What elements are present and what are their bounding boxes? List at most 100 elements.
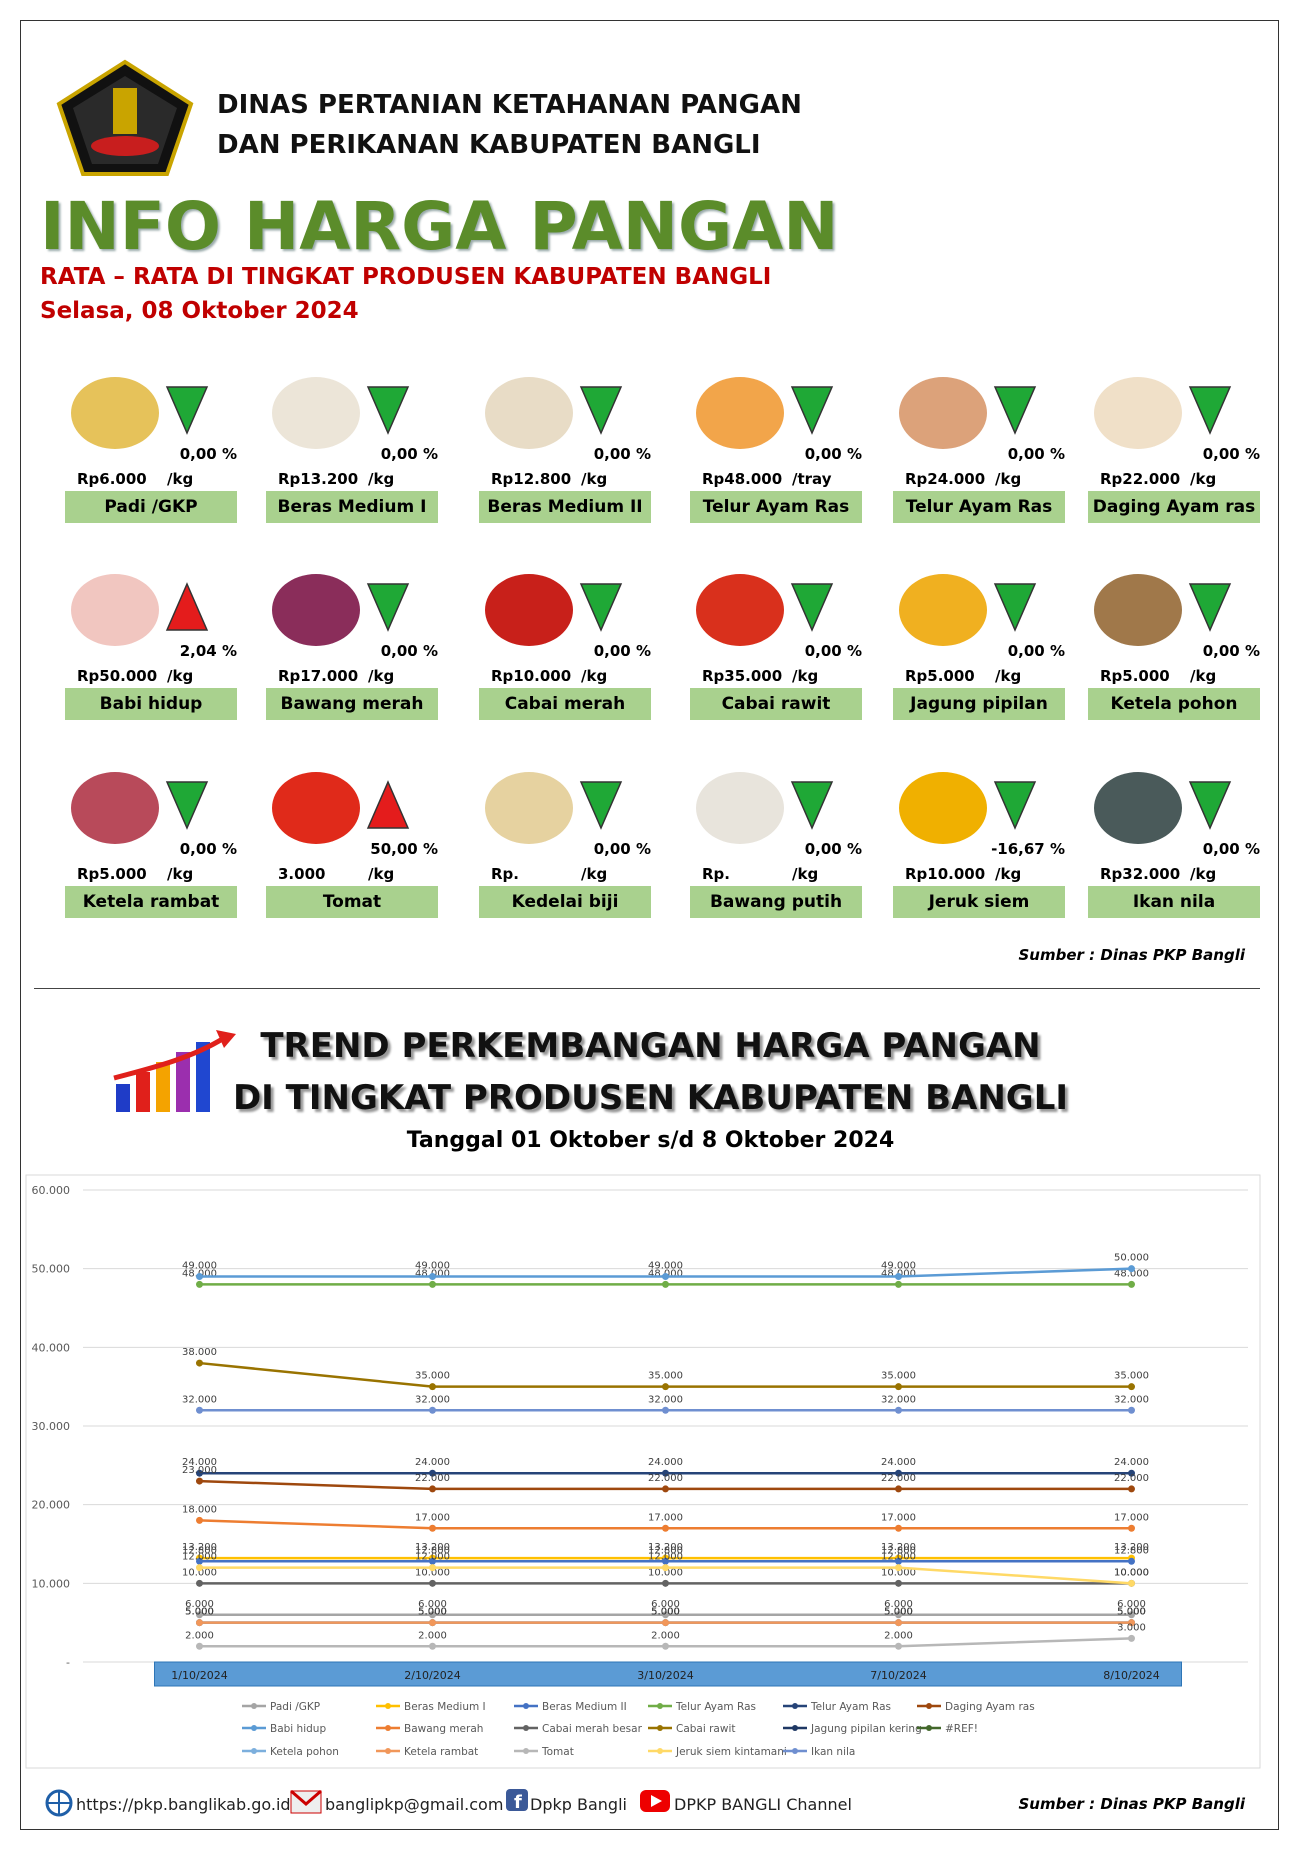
data-label: 49.000 — [881, 1261, 916, 1272]
change: 2,04 % — [179, 642, 237, 660]
change: -16,67 % — [991, 840, 1065, 858]
unit: /kg — [368, 470, 395, 488]
data-point — [1128, 1579, 1135, 1587]
data-label: 10.000 — [648, 1567, 683, 1578]
trend-date: Tanggal 01 Oktober s/d 8 Oktober 2024 — [406, 1128, 895, 1153]
data-point — [196, 1406, 203, 1414]
unit: /kg — [368, 667, 395, 685]
change: 0,00 % — [1007, 642, 1065, 660]
product-image — [696, 377, 784, 449]
unit: /kg — [581, 470, 608, 488]
data-label: 13.200 — [1114, 1542, 1149, 1553]
legend-label: Telur Ayam Ras — [810, 1701, 891, 1713]
data-label: 5.000 — [418, 1607, 447, 1618]
product-image — [1094, 377, 1182, 449]
y-tick-label: 30.000 — [32, 1420, 71, 1433]
down-arrow — [165, 781, 209, 830]
trend-icon — [113, 1030, 236, 1112]
product-shape — [272, 377, 360, 449]
data-label: 5.000 — [418, 1607, 447, 1618]
unit: /kg — [1190, 470, 1217, 488]
data-point — [1128, 1524, 1135, 1532]
legend-dot — [523, 1703, 529, 1709]
price-card: 0,00 % Rp5.000/kg Ketela pohon — [1088, 552, 1268, 732]
data-point — [1128, 1383, 1135, 1391]
data-label: 12.000 — [881, 1552, 916, 1563]
data-label: 32.000 — [182, 1394, 217, 1405]
price: Rp35.000 — [702, 667, 783, 685]
item-name: Telur Ayam Ras — [690, 491, 862, 523]
data-point — [662, 1642, 669, 1650]
data-point — [662, 1579, 669, 1587]
data-point — [1128, 1406, 1135, 1414]
data-point — [1128, 1265, 1135, 1273]
data-point — [662, 1383, 669, 1391]
data-label: 5.000 — [418, 1607, 447, 1618]
unit: /kg — [167, 865, 194, 883]
org-line: DAN PERIKANAN KABUPATEN BANGLI — [217, 130, 761, 160]
change: 0,00 % — [593, 445, 651, 463]
data-point — [662, 1557, 669, 1565]
down-arrow — [993, 781, 1037, 830]
data-label: 2.000 — [418, 1630, 447, 1641]
data-label: 32.000 — [415, 1394, 450, 1405]
product-shape — [899, 772, 987, 844]
down-arrow — [579, 583, 623, 632]
data-label: 35.000 — [1114, 1371, 1149, 1382]
product-shape — [272, 772, 360, 844]
price-card: 0,00 % Rp5.000/kg Ketela rambat — [65, 750, 245, 930]
unit: /kg — [995, 470, 1022, 488]
data-label: 32.000 — [648, 1394, 683, 1405]
data-point — [662, 1273, 669, 1281]
legend-dot — [251, 1725, 257, 1731]
data-point — [429, 1383, 436, 1391]
item-name: Kedelai biji kering — [479, 886, 651, 918]
data-label: 6.000 — [884, 1599, 913, 1610]
facebook: Dpkp Bangli — [530, 1795, 627, 1814]
change: 50,00 % — [370, 840, 438, 858]
data-point — [196, 1359, 203, 1367]
data-point — [895, 1383, 902, 1391]
legend-label: Padi /GKP — [270, 1701, 320, 1713]
data-label: 5.000 — [884, 1607, 913, 1618]
data-label: 35.000 — [881, 1371, 916, 1382]
change: 0,00 % — [380, 445, 438, 463]
product-image — [272, 574, 360, 646]
price: Rp17.000 — [278, 667, 359, 685]
data-label: 49.000 — [648, 1261, 683, 1272]
product-shape — [485, 574, 573, 646]
price: Rp48.000 — [702, 470, 783, 488]
unit: /kg — [792, 667, 819, 685]
item-name: Bawang putih — [690, 886, 862, 918]
trend-arrow — [993, 386, 1037, 435]
data-label: 5.000 — [1117, 1607, 1146, 1618]
product-shape — [485, 377, 573, 449]
web-icon — [45, 1789, 73, 1817]
data-point — [1128, 1469, 1135, 1477]
product-shape — [696, 574, 784, 646]
price-card: 0,00 % Rp32.000/kg Ikan nila — [1088, 750, 1268, 930]
y-tick-label: 20.000 — [32, 1499, 71, 1512]
data-label: 24.000 — [648, 1457, 683, 1468]
trend-arrow — [790, 583, 834, 632]
data-label: 5.000 — [1117, 1607, 1146, 1618]
legend-dot — [792, 1725, 798, 1731]
email: banglipkp@gmail.com — [325, 1795, 504, 1814]
legend-dot — [251, 1703, 257, 1709]
facebook-icon: f — [506, 1789, 528, 1811]
change: 0,00 % — [593, 642, 651, 660]
legend-label: Daging Ayam ras — [945, 1701, 1035, 1713]
product-image — [1094, 574, 1182, 646]
down-arrow — [993, 386, 1037, 435]
data-point — [429, 1579, 436, 1587]
item-name: Padi /GKP — [65, 491, 237, 523]
product-shape — [1094, 772, 1182, 844]
data-label: 5.000 — [884, 1607, 913, 1618]
y-tick-label: 10.000 — [32, 1577, 71, 1590]
down-arrow — [993, 583, 1037, 632]
product-image — [272, 772, 360, 844]
data-label: 23.000 — [182, 1465, 217, 1476]
product-shape — [485, 772, 573, 844]
product-shape — [696, 772, 784, 844]
data-point — [429, 1557, 436, 1565]
